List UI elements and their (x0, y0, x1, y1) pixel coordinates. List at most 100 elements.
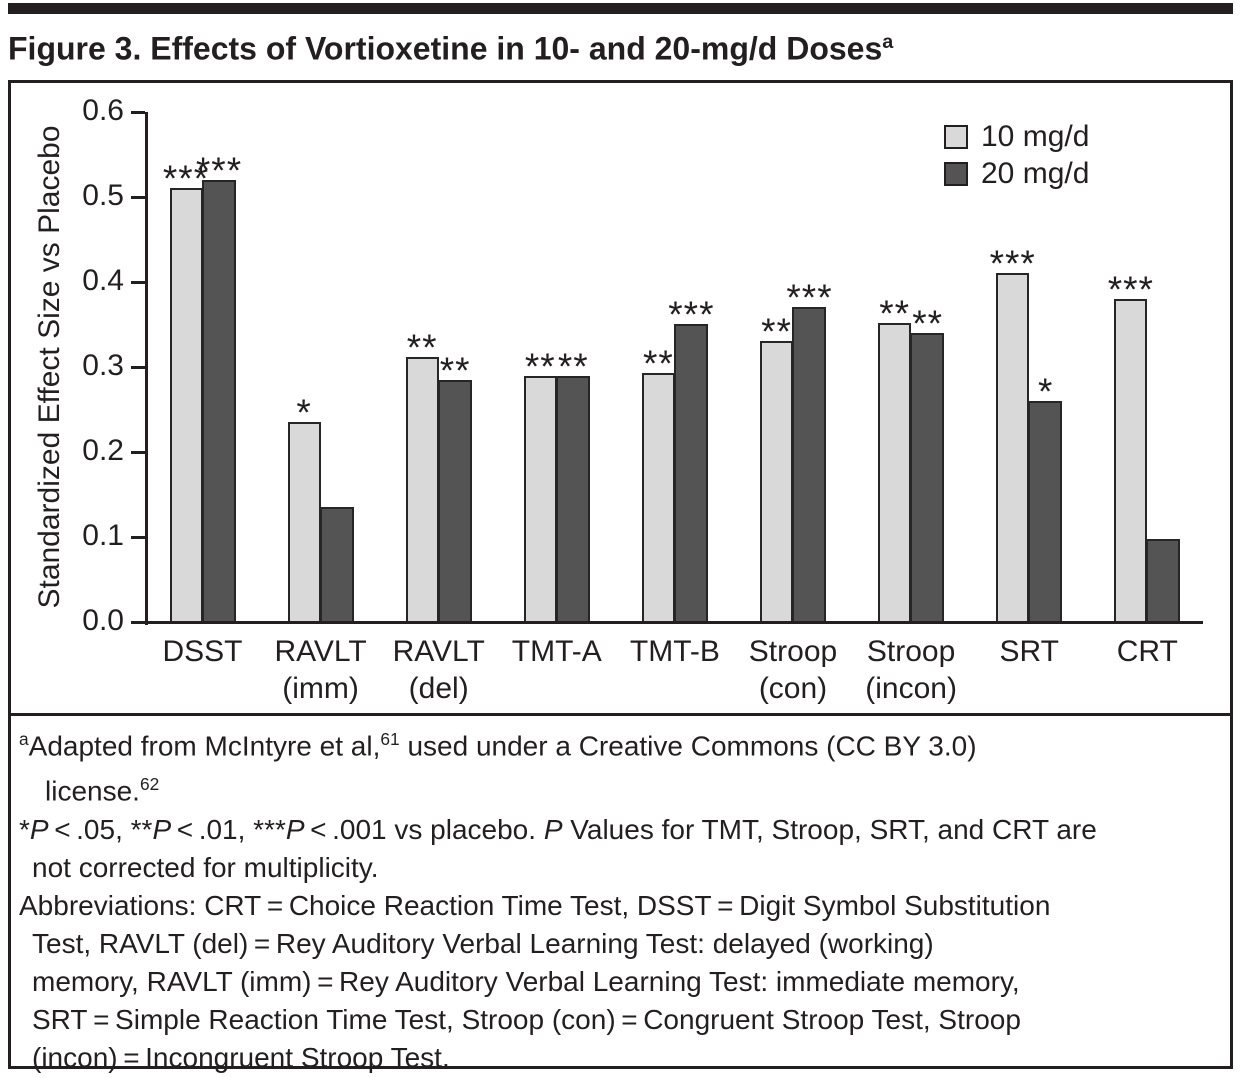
y-axis-tick (131, 366, 145, 369)
footnote-text-run: SRT = Simple Reaction Time Test, Stroop … (32, 1003, 1021, 1035)
x-axis-label-srt: SRT (999, 635, 1059, 668)
footnote-line: (incon) = Incongruent Stroop Test. (32, 1039, 1224, 1077)
y-axis-tick-label: 0.0 (82, 604, 124, 637)
bar-ravlt-del-10-mg-d (405, 357, 439, 624)
y-axis-tick-label: 0.3 (82, 349, 124, 382)
footnote-line: Abbreviations: CRT = Choice Reaction Tim… (19, 887, 1224, 925)
x-axis-label-ravlt-del: (del) (408, 672, 469, 705)
bar-srt-20-mg-d (1028, 401, 1063, 624)
bar-stroop-incon-10-mg-d (878, 323, 912, 624)
sig-marker-srt-20-mg-d: * (1037, 371, 1054, 412)
footnote-text-run: Adapted from McIntyre et al, (28, 730, 381, 762)
sig-marker-dsst-10-mg-d: *** (162, 158, 210, 199)
footnote-superscript: 61 (380, 729, 400, 749)
footnote-text-run: < .001 vs placebo. (304, 813, 544, 845)
bar-tmt-b-20-mg-d (673, 324, 708, 624)
figure-title: Figure 3. Effects of Vortioxetine in 10-… (8, 22, 893, 69)
footnote-text-run: not corrected for multiplicity. (32, 851, 379, 883)
y-axis-title: Standardized Effect Size vs Placebo (33, 125, 66, 609)
y-axis-tick-label: 0.2 (82, 434, 124, 467)
figure-title-text: Figure 3. Effects of Vortioxetine in 10-… (8, 30, 883, 67)
sig-marker-tmt-b-10-mg-d: ** (642, 343, 674, 384)
y-axis-tick (131, 111, 145, 114)
footnote-text-run: Test, RAVLT (del) = Rey Auditory Verbal … (32, 927, 934, 959)
bar-tmt-b-10-mg-d (641, 373, 675, 624)
y-axis-tick (131, 451, 145, 454)
x-axis-label-tmt-a: TMT-A (511, 635, 602, 668)
footnote-line: SRT = Simple Reaction Time Test, Stroop … (32, 1001, 1224, 1039)
footnote-line: not corrected for multiplicity. (32, 849, 1224, 887)
footnote-line: Test, RAVLT (del) = Rey Auditory Verbal … (32, 925, 1224, 963)
bar-srt-10-mg-d (996, 273, 1030, 624)
sig-marker-stroop-con-20-mg-d: *** (786, 277, 833, 318)
x-axis-label-ravlt-imm: (imm) (282, 672, 359, 705)
x-axis-label-stroop-incon: Stroop (866, 635, 956, 668)
x-axis-line (145, 621, 1203, 624)
footnote-text-run: Values for TMT, Stroop, SRT, and CRT are (562, 813, 1097, 845)
footnote-line: aAdapted from McIntyre et al,61 used und… (19, 720, 1224, 765)
footnote-line: *P < .05, **P < .01, ***P < .001 vs plac… (19, 811, 1224, 849)
x-axis-label-crt: CRT (1116, 635, 1178, 668)
sig-marker-ravlt-imm-10-mg-d: * (296, 392, 312, 433)
y-axis-tick-label: 0.4 (82, 264, 124, 297)
x-axis-label-dsst: DSST (162, 635, 243, 668)
y-axis-tick (131, 536, 145, 539)
y-axis-tick (131, 281, 145, 284)
footnote-line: license.62 (45, 765, 1224, 810)
bar-crt-10-mg-d (1114, 299, 1148, 624)
footnote-text-run: < .05, ** (48, 813, 153, 845)
footnote-text-run: license. (45, 775, 140, 807)
x-axis-label-stroop-con: Stroop (748, 635, 838, 668)
bar-stroop-con-20-mg-d (792, 307, 826, 624)
x-axis-label-stroop-incon: (incon) (865, 672, 957, 705)
legend-item-10mgd: 10 mg/d (944, 118, 1089, 155)
x-axis-label-ravlt-imm: RAVLT (274, 635, 367, 668)
sig-marker-stroop-con-10-mg-d: ** (761, 311, 792, 352)
bar-crt-20-mg-d (1146, 539, 1181, 624)
bar-ravlt-imm-10-mg-d (287, 422, 321, 624)
y-axis-tick-label: 0.1 (82, 519, 124, 552)
y-axis-tick (131, 621, 145, 624)
sig-marker-ravlt-del-10-mg-d: ** (406, 327, 438, 368)
sig-marker-stroop-incon-10-mg-d: ** (879, 293, 910, 334)
footnote-superscript: 62 (139, 774, 160, 795)
x-axis-label-stroop-con: (con) (758, 672, 828, 705)
figure-box (8, 80, 1233, 1069)
footnote-text-run: * (19, 813, 30, 845)
footnote-line: memory, RAVLT (imm) = Rey Auditory Verba… (32, 963, 1224, 1001)
footnote-text-run: used under a Creative Commons (CC BY 3.0… (399, 730, 977, 762)
sig-marker-ravlt-del-20-mg-d: ** (439, 350, 471, 391)
footnote-superscript: a (19, 729, 29, 749)
bar-dsst-10-mg-d (169, 188, 203, 624)
footnote-text-run: P (543, 813, 563, 845)
footnote-text-run: memory, RAVLT (imm) = Rey Auditory Verba… (32, 965, 1020, 997)
sig-marker-srt-10-mg-d: *** (989, 243, 1036, 284)
figure-footnotes: aAdapted from McIntyre et al,61 used und… (19, 720, 1224, 1077)
y-axis-tick-label: 0.6 (82, 94, 124, 127)
legend-item-20mgd: 20 mg/d (944, 155, 1089, 192)
sig-marker-tmt-a-10-mg-d: ** (524, 346, 556, 387)
figure-title-superscript: a (882, 31, 894, 53)
x-axis-label-ravlt-del: RAVLT (392, 635, 485, 668)
footnote-text-run: P (285, 813, 305, 845)
legend-swatch-20mgd (944, 161, 968, 186)
y-axis-tick (131, 196, 145, 199)
legend-swatch-10mgd (944, 124, 968, 149)
footnote-text-run: Abbreviations: CRT = Choice Reaction Tim… (19, 889, 1051, 921)
bar-stroop-con-10-mg-d (760, 341, 793, 624)
bar-dsst-20-mg-d (201, 180, 236, 624)
y-axis-tick-label: 0.5 (82, 179, 124, 212)
footnote-text-run: P (29, 813, 49, 845)
footnote-text-run: P (152, 813, 172, 845)
footnote-divider (8, 713, 1233, 716)
legend-label-10mgd: 10 mg/d (981, 119, 1090, 153)
sig-marker-stroop-incon-20-mg-d: ** (912, 303, 943, 344)
bar-tmt-a-20-mg-d (555, 376, 590, 624)
bar-tmt-a-10-mg-d (523, 376, 557, 624)
y-axis-line (145, 112, 148, 625)
sig-marker-dsst-20-mg-d: *** (195, 150, 243, 191)
sig-marker-tmt-a-20-mg-d: ** (557, 346, 589, 387)
chart-legend: 10 mg/d 20 mg/d (944, 118, 1089, 192)
bar-ravlt-imm-20-mg-d (319, 507, 354, 624)
